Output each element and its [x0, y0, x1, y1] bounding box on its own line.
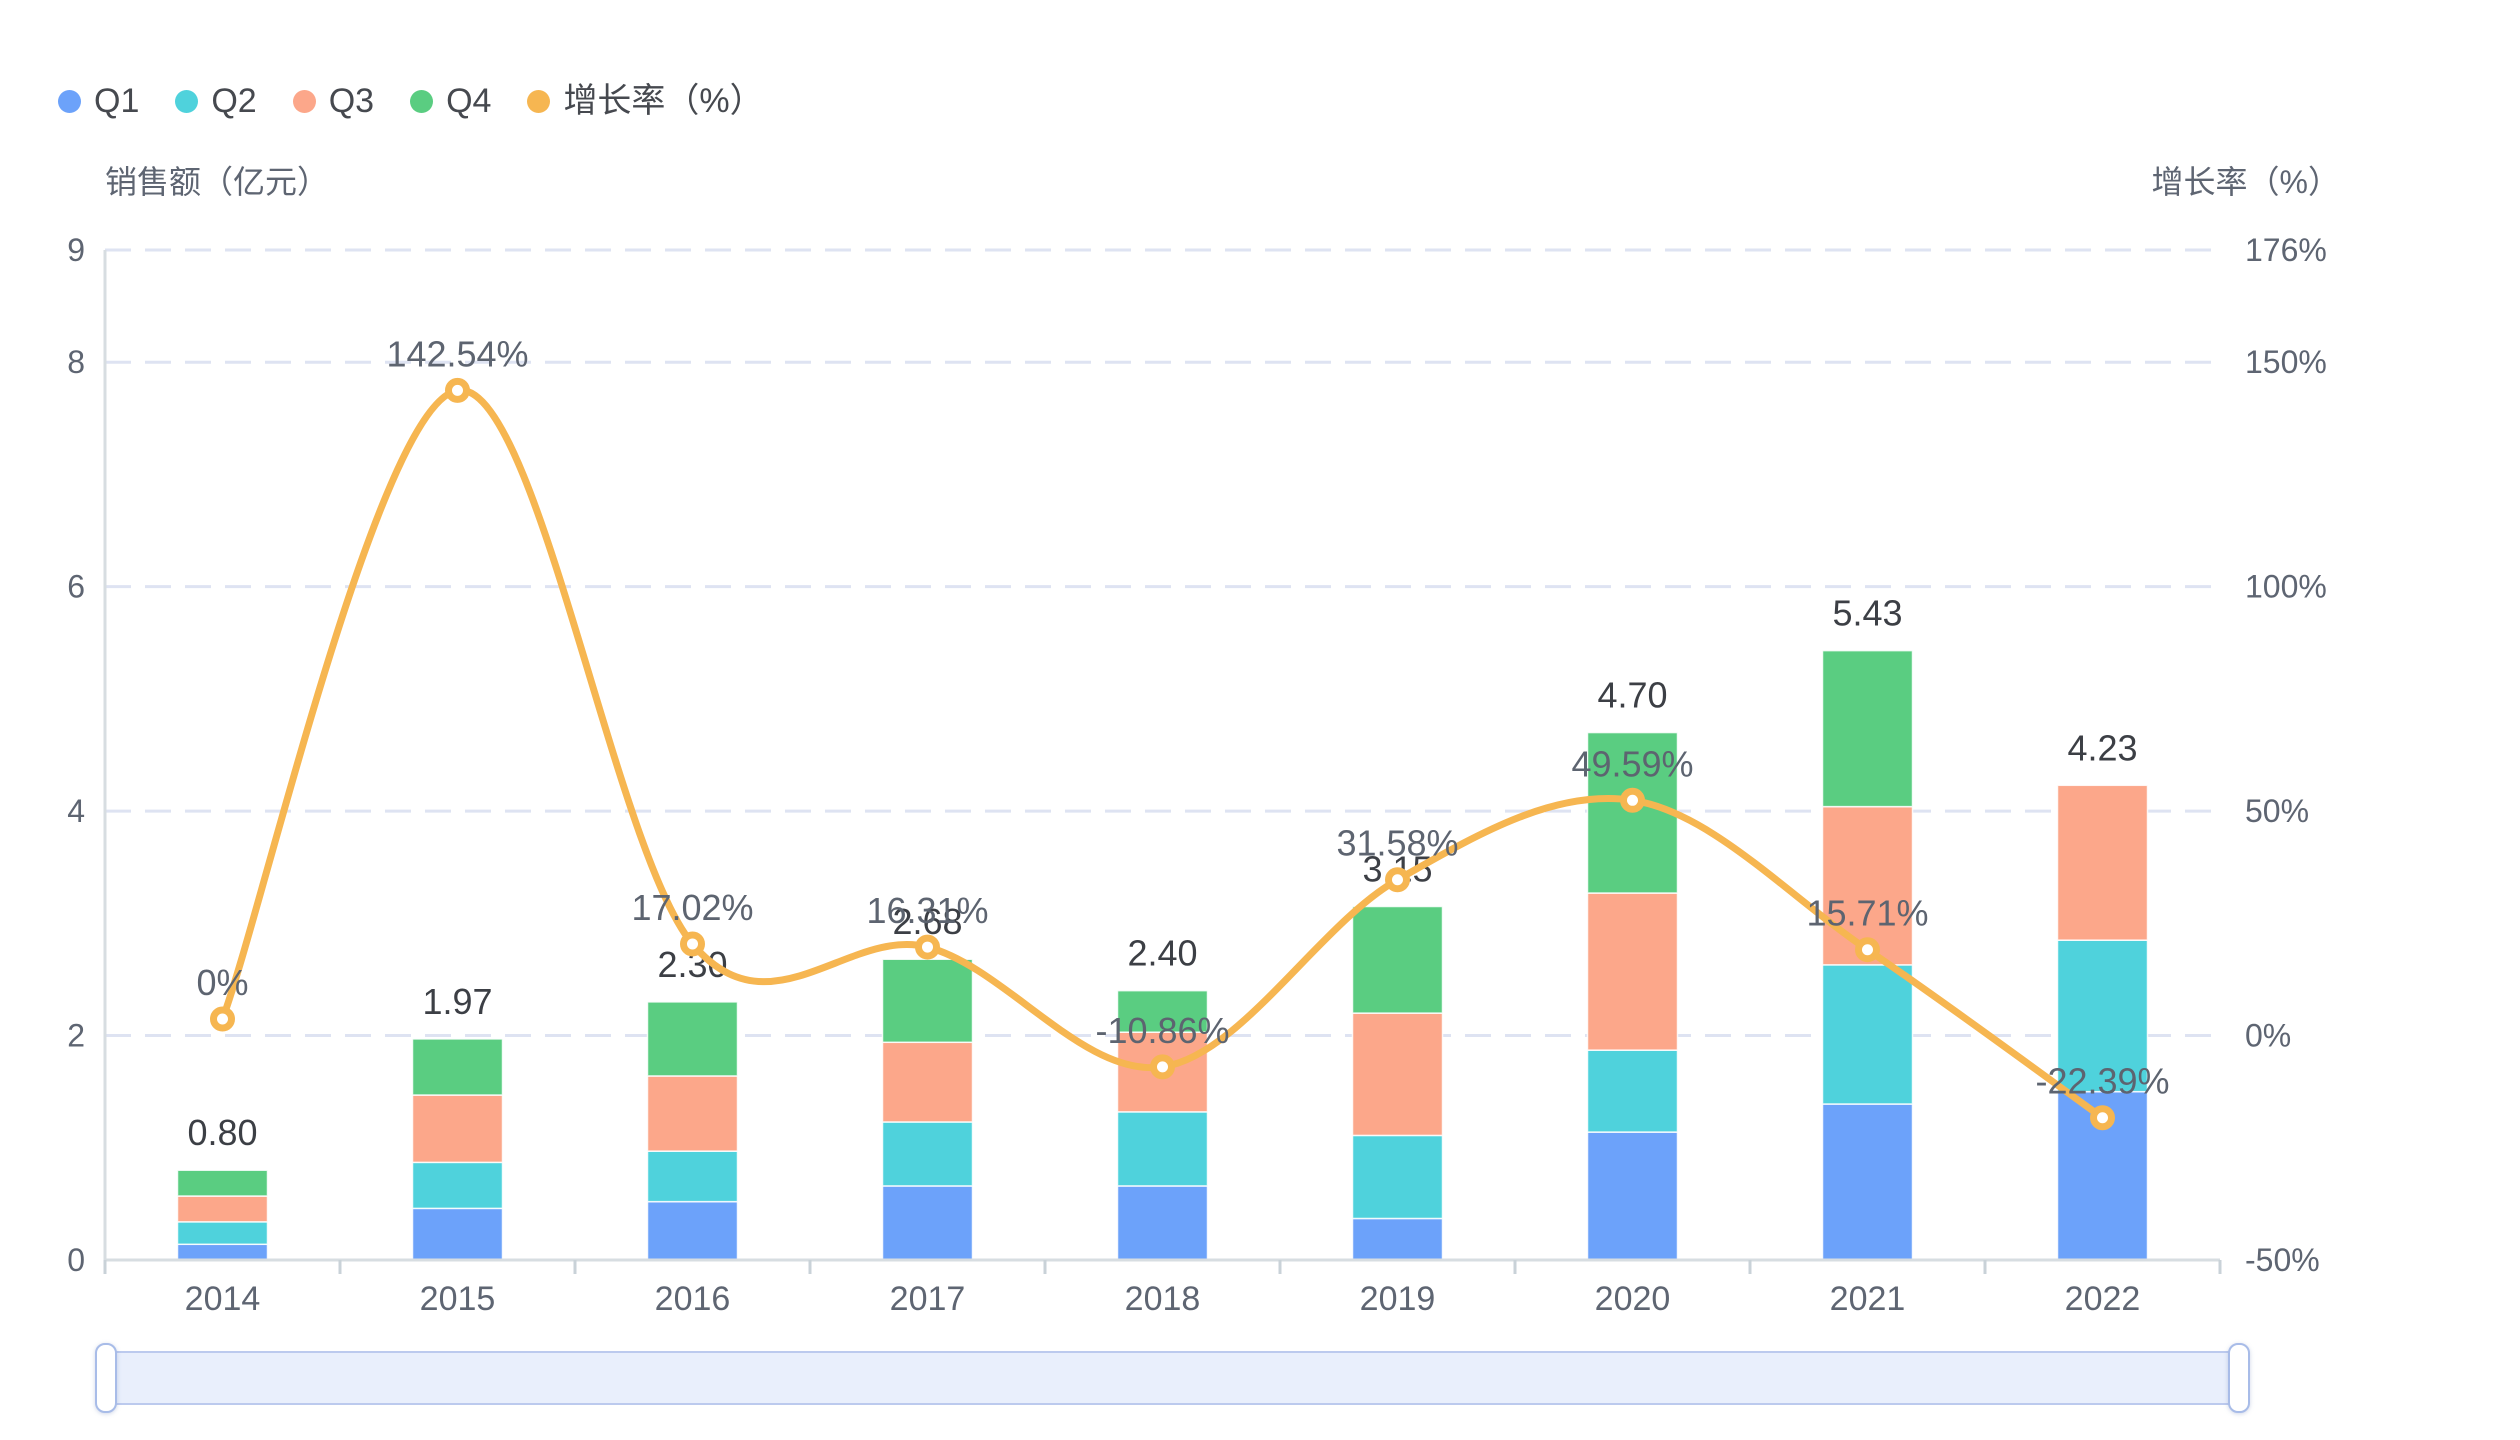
growth-point-2022[interactable] — [2090, 1105, 2115, 1131]
bar-segment-q4-2017[interactable] — [881, 958, 974, 1044]
right-axis-tick-label: 150% — [2245, 344, 2327, 380]
bar-segment-q2-2015[interactable] — [411, 1161, 504, 1210]
legend: Q1 Q2 Q3 Q4 增长率（%） — [58, 84, 764, 118]
growth-point-2019[interactable] — [1385, 867, 1410, 893]
datazoom-right-handle[interactable] — [2228, 1343, 2250, 1413]
bar-segment-q2-2021[interactable] — [1821, 964, 1914, 1105]
x-axis-label-2014: 2014 — [185, 1280, 261, 1318]
bar-segment-q3-2015[interactable] — [411, 1094, 504, 1164]
left-axis-tick-label: 0 — [67, 1242, 85, 1278]
growth-rate-label: 16.31% — [866, 890, 988, 931]
growth-rate-label: 142.54% — [386, 333, 528, 374]
bar-segment-q2-2019[interactable] — [1351, 1134, 1444, 1220]
bar-segment-q3-2022[interactable] — [2056, 784, 2149, 941]
right-axis-tick-label: 100% — [2245, 569, 2327, 605]
growth-point-2021[interactable] — [1855, 937, 1880, 963]
growth-rate-label: 31.58% — [1336, 823, 1458, 864]
bar-segment-q2-2014[interactable] — [176, 1221, 269, 1246]
left-axis-tick-label: 8 — [67, 344, 85, 380]
right-axis-tick-label: 176% — [2245, 232, 2327, 268]
bar-total-label: 0.80 — [187, 1112, 257, 1153]
q2-legend-dot-icon — [175, 89, 199, 113]
bar-segment-q1-2014[interactable] — [176, 1243, 269, 1261]
bar-segment-q3-2020[interactable] — [1586, 892, 1679, 1051]
x-axis-label-2017: 2017 — [890, 1280, 966, 1318]
bar-segment-q2-2020[interactable] — [1586, 1049, 1679, 1133]
legend-item-label: Q1 — [94, 82, 140, 120]
growth-point-2020[interactable] — [1620, 787, 1645, 813]
bar-segment-q4-2014[interactable] — [176, 1169, 269, 1197]
legend-item-label: Q3 — [328, 82, 375, 120]
legend-item-q1[interactable]: Q1 — [58, 84, 139, 118]
bar-segment-q1-2018[interactable] — [1116, 1185, 1209, 1261]
growth-rate-label: -10.86% — [1095, 1010, 1229, 1051]
bar-total-label: 5.43 — [1832, 593, 1902, 634]
legend-item-label: Q2 — [211, 82, 257, 120]
x-axis-label-2019: 2019 — [1360, 1280, 1436, 1318]
bar-segment-q3-2016[interactable] — [646, 1075, 739, 1152]
growth-rate-legend-dot-icon — [527, 89, 551, 113]
growth-point-2015[interactable] — [445, 377, 470, 403]
bar-segment-q1-2017[interactable] — [881, 1185, 974, 1261]
x-axis-label-2021: 2021 — [1830, 1280, 1906, 1318]
legend-item-label: 增长率（%） — [563, 82, 764, 120]
legend-item-q3[interactable]: Q3 — [292, 82, 375, 120]
growth-rate-label: -22.39% — [2035, 1061, 2169, 1102]
bar-segment-q3-2019[interactable] — [1351, 1012, 1444, 1137]
right-axis-title: 增长率（%） — [2151, 164, 2340, 200]
right-axis-tick-label: 50% — [2245, 793, 2309, 829]
bar-segment-q4-2015[interactable] — [411, 1038, 504, 1096]
datazoom-slider[interactable] — [95, 1343, 2250, 1413]
growth-rate-label: 49.59% — [1571, 743, 1693, 784]
bar-segment-q4-2016[interactable] — [646, 1001, 739, 1077]
x-axis-label-2020: 2020 — [1595, 1280, 1671, 1318]
q3-legend-dot-icon — [292, 89, 316, 113]
datazoom-left-handle[interactable] — [95, 1343, 117, 1413]
growth-point-2018[interactable] — [1150, 1054, 1175, 1080]
bar-segment-q1-2015[interactable] — [411, 1207, 504, 1261]
legend-item-growth-rate[interactable]: 增长率（%） — [527, 82, 764, 120]
bar-segment-q1-2021[interactable] — [1821, 1103, 1914, 1261]
right-axis-tick-label: 0% — [2245, 1018, 2291, 1054]
bar-total-label: 2.40 — [1127, 933, 1197, 974]
bar-total-label: 1.97 — [422, 981, 492, 1022]
legend-item-q4[interactable]: Q4 — [410, 84, 491, 118]
bar-segment-q3-2017[interactable] — [881, 1041, 974, 1123]
x-axis-label-2018: 2018 — [1125, 1280, 1201, 1318]
bar-segment-q4-2021[interactable] — [1821, 649, 1914, 808]
growth-rate-label: 0% — [196, 962, 248, 1003]
x-axis-label-2022: 2022 — [2065, 1280, 2141, 1318]
legend-item-label: Q4 — [446, 82, 492, 120]
bar-segment-q1-2019[interactable] — [1351, 1217, 1444, 1261]
legend-item-q2[interactable]: Q2 — [175, 82, 257, 120]
bar-segment-q2-2016[interactable] — [646, 1150, 739, 1203]
right-axis-tick-label: -50% — [2245, 1242, 2320, 1278]
x-axis-label-2015: 2015 — [420, 1280, 496, 1318]
left-axis-tick-label: 4 — [67, 793, 85, 829]
bar-total-label: 4.70 — [1597, 675, 1667, 716]
left-axis-tick-label: 9 — [67, 232, 85, 268]
growth-point-2014[interactable] — [210, 1006, 235, 1032]
bar-segment-q3-2014[interactable] — [176, 1195, 269, 1223]
bar-segment-q4-2018[interactable] — [1116, 989, 1209, 1033]
growth-rate-label: 17.02% — [631, 887, 753, 928]
left-axis-tick-label: 6 — [67, 569, 85, 605]
bar-segment-q1-2020[interactable] — [1586, 1131, 1679, 1261]
left-axis-title: 销售额（亿元） — [105, 164, 330, 200]
growth-point-2016[interactable] — [680, 931, 705, 957]
q1-legend-dot-icon — [58, 89, 81, 113]
q4-legend-dot-icon — [410, 89, 434, 113]
x-axis-label-2016: 2016 — [655, 1280, 731, 1318]
growth-rate-label: 15.71% — [1806, 893, 1928, 934]
bar-segment-q1-2016[interactable] — [646, 1200, 739, 1261]
bar-segment-q2-2022[interactable] — [2056, 939, 2149, 1093]
bar-segment-q2-2018[interactable] — [1116, 1111, 1209, 1187]
bar-segment-q2-2017[interactable] — [881, 1121, 974, 1187]
left-axis-tick-label: 2 — [67, 1018, 85, 1054]
bar-total-label: 4.23 — [2067, 727, 2137, 768]
growth-point-2017[interactable] — [915, 934, 940, 960]
bar-segment-q4-2019[interactable] — [1351, 905, 1444, 1014]
